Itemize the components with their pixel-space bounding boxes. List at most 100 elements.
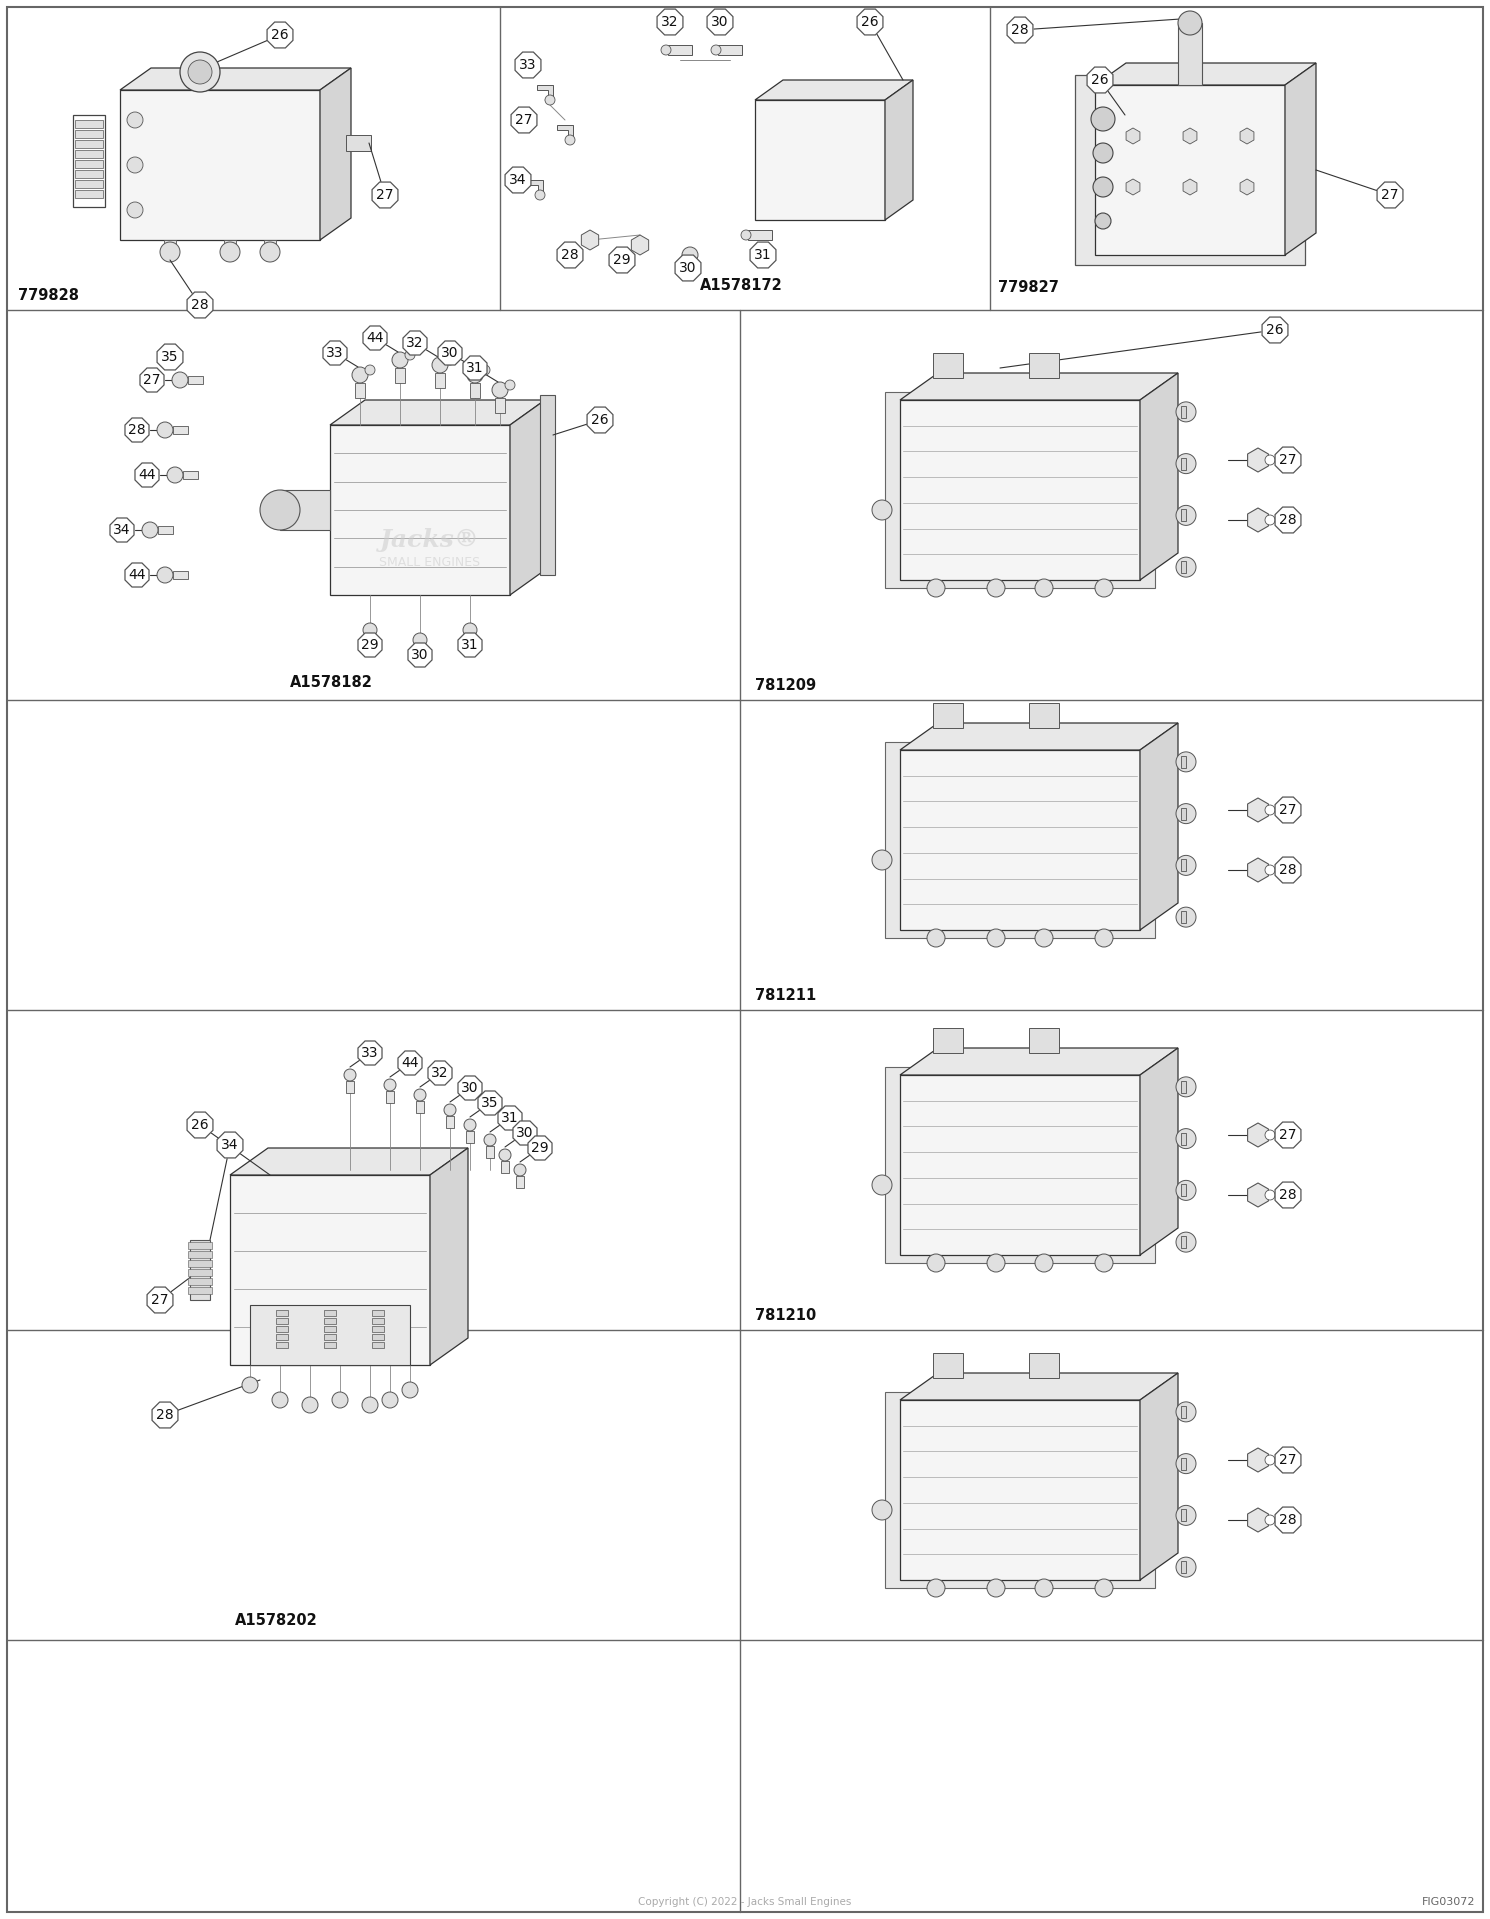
Bar (372, 1326, 384, 1332)
Bar (276, 1318, 288, 1324)
Circle shape (1265, 455, 1275, 464)
Bar (372, 1334, 384, 1339)
Polygon shape (1074, 75, 1305, 265)
Text: 32: 32 (407, 336, 423, 349)
Circle shape (1176, 1556, 1196, 1577)
Bar (173, 426, 188, 434)
Polygon shape (900, 1372, 1179, 1401)
Bar (668, 44, 691, 56)
Bar (1182, 1080, 1186, 1094)
Polygon shape (900, 372, 1179, 399)
Bar (74, 180, 103, 188)
Bar (164, 240, 176, 253)
Bar (264, 240, 276, 253)
Bar (73, 115, 104, 207)
Circle shape (1176, 1453, 1196, 1474)
Bar (386, 1092, 393, 1103)
Bar (1182, 1236, 1186, 1247)
Circle shape (362, 1397, 378, 1412)
Bar (486, 1146, 495, 1157)
Circle shape (466, 367, 483, 384)
Polygon shape (657, 10, 682, 35)
Polygon shape (900, 750, 1140, 931)
Text: 34: 34 (510, 173, 527, 186)
Circle shape (872, 850, 893, 869)
Polygon shape (156, 344, 183, 370)
Circle shape (1095, 1253, 1113, 1272)
Circle shape (1176, 1128, 1196, 1149)
Text: 781211: 781211 (755, 988, 817, 1004)
Text: 30: 30 (679, 261, 697, 274)
Polygon shape (478, 1092, 502, 1115)
Circle shape (364, 624, 377, 637)
Bar (1182, 912, 1186, 923)
Text: 28: 28 (1012, 23, 1028, 36)
Bar (173, 572, 188, 580)
Circle shape (1265, 1455, 1275, 1464)
Text: 26: 26 (1091, 73, 1109, 86)
Circle shape (180, 52, 221, 92)
Circle shape (188, 59, 212, 84)
Circle shape (127, 201, 143, 219)
Text: 27: 27 (516, 113, 533, 127)
Bar (748, 230, 772, 240)
Polygon shape (1095, 63, 1316, 84)
Polygon shape (267, 21, 294, 48)
Circle shape (986, 580, 1004, 597)
Circle shape (1176, 505, 1196, 526)
Circle shape (1176, 752, 1196, 771)
Polygon shape (438, 342, 462, 365)
Circle shape (565, 134, 575, 146)
Bar (188, 1288, 212, 1293)
Polygon shape (755, 100, 885, 221)
Circle shape (1265, 514, 1275, 526)
Text: 31: 31 (501, 1111, 519, 1125)
Polygon shape (1095, 84, 1284, 255)
Bar (323, 1326, 337, 1332)
Circle shape (1176, 557, 1196, 578)
Polygon shape (358, 1040, 381, 1065)
Circle shape (463, 624, 477, 637)
Circle shape (1095, 213, 1112, 228)
Text: 30: 30 (516, 1126, 533, 1140)
Bar (346, 134, 371, 152)
Circle shape (1265, 1190, 1275, 1199)
Bar (276, 1326, 288, 1332)
Text: 28: 28 (191, 297, 209, 313)
Circle shape (1176, 1232, 1196, 1251)
Polygon shape (229, 1174, 431, 1364)
Bar (885, 1391, 1155, 1589)
Polygon shape (527, 180, 542, 196)
Text: 26: 26 (271, 29, 289, 42)
Polygon shape (755, 81, 913, 100)
Circle shape (446, 355, 454, 365)
Bar (372, 1318, 384, 1324)
Circle shape (499, 1149, 511, 1161)
Circle shape (463, 1119, 475, 1130)
Circle shape (484, 1134, 496, 1146)
Text: 781210: 781210 (755, 1309, 817, 1322)
Polygon shape (364, 326, 387, 349)
Polygon shape (1247, 1508, 1268, 1531)
Polygon shape (1140, 723, 1179, 931)
Polygon shape (900, 399, 1140, 580)
Polygon shape (581, 230, 599, 249)
Circle shape (545, 96, 554, 106)
Polygon shape (1275, 507, 1301, 533)
Polygon shape (557, 125, 574, 140)
Text: 44: 44 (401, 1055, 419, 1071)
Polygon shape (329, 399, 545, 424)
Circle shape (1094, 177, 1113, 198)
Bar (501, 1161, 510, 1173)
Bar (188, 376, 203, 384)
Circle shape (273, 1391, 288, 1409)
Bar (346, 1080, 355, 1094)
Circle shape (1095, 580, 1113, 597)
Polygon shape (1247, 798, 1268, 821)
Text: 28: 28 (1280, 1512, 1296, 1528)
Bar (933, 1353, 963, 1378)
Circle shape (259, 489, 299, 530)
Polygon shape (188, 292, 213, 319)
Text: 26: 26 (1266, 322, 1284, 338)
Polygon shape (1183, 129, 1196, 144)
